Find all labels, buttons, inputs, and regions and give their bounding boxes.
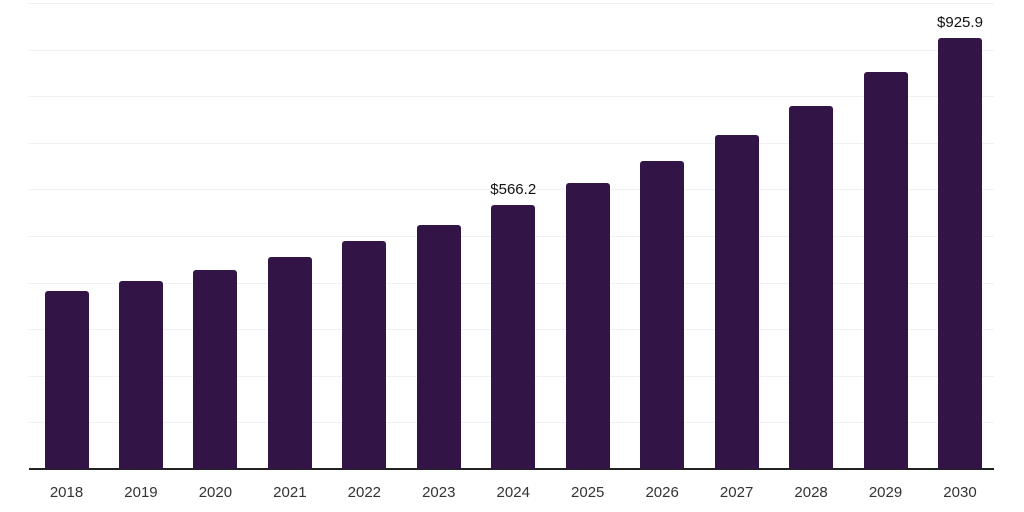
x-tick-2020: 2020 [198, 484, 233, 501]
bar-2023 [416, 224, 461, 469]
x-tick-2018: 2018 [49, 484, 84, 501]
x-tick-2025: 2025 [571, 484, 605, 501]
data-label-2024: $566.2 [490, 181, 537, 199]
bar-2028 [789, 105, 834, 469]
bar-2024 [491, 205, 536, 469]
bar-2025 [565, 183, 610, 469]
x-tick-2030: 2030 [943, 484, 977, 501]
x-tick-2027: 2027 [719, 484, 754, 501]
bar-2021 [267, 256, 312, 469]
x-tick-2026: 2026 [645, 484, 679, 501]
gridline [29, 189, 994, 191]
x-tick-2029: 2029 [868, 484, 903, 501]
bar-2026 [640, 160, 685, 469]
bar-2018 [44, 291, 89, 469]
x-axis-line [29, 468, 994, 470]
bar-2020 [193, 270, 238, 469]
bar-2027 [714, 134, 759, 469]
bar-2029 [863, 72, 908, 469]
x-tick-2019: 2019 [124, 484, 158, 501]
bar-2022 [342, 241, 387, 469]
bar-2030 [937, 37, 982, 469]
x-tick-2021: 2021 [273, 484, 307, 501]
gridline [29, 142, 994, 144]
x-tick-2023: 2023 [422, 484, 456, 501]
gridline [29, 49, 994, 51]
x-tick-2022: 2022 [347, 484, 382, 501]
data-label-2030: $925.9 [937, 13, 983, 31]
x-tick-2024: 2024 [496, 484, 530, 501]
bar-2019 [118, 281, 163, 469]
x-tick-2028: 2028 [794, 484, 828, 501]
gridline [29, 96, 994, 98]
gridline [29, 3, 994, 4]
